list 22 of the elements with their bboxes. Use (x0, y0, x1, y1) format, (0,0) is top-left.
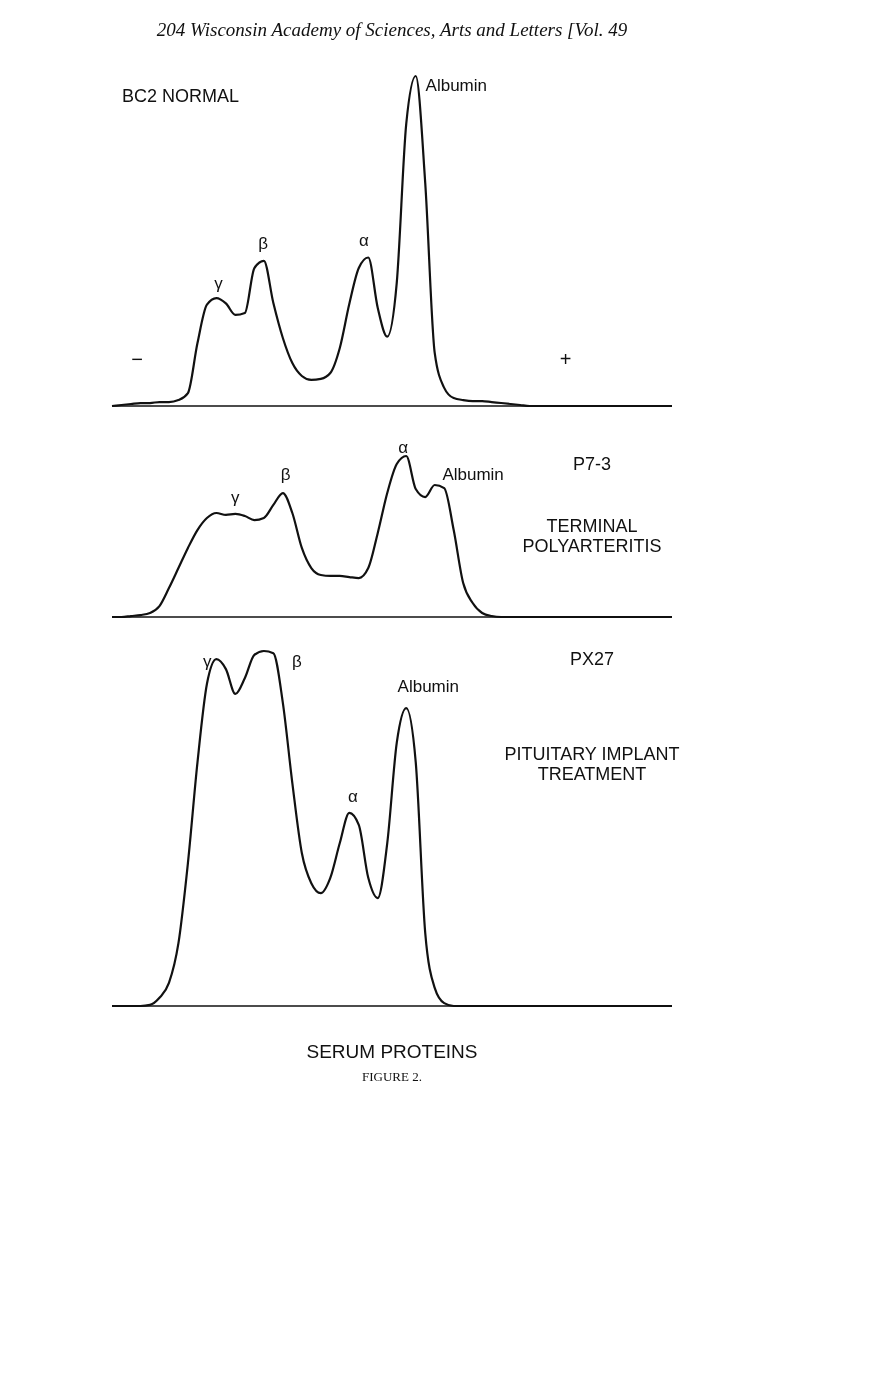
annotation: + (559, 347, 572, 370)
chart-title: P7-3 (572, 454, 612, 474)
text: PITUITARY IMPLANT TREATMENT (504, 744, 680, 784)
annotation: α (347, 786, 358, 806)
annotation: α (359, 231, 370, 250)
caption: FIGURE 2. (362, 1069, 422, 1084)
annotation: Albumin (425, 75, 488, 95)
text: TERMINAL POLYARTERITIS (522, 516, 662, 556)
text: 204 Wisconsin Academy of Sciences, Arts and Letters [Vol. 49 (156, 18, 628, 40)
annotation: − (131, 347, 144, 370)
text: BC2 NORMAL (122, 86, 240, 106)
annotation: α (398, 437, 409, 457)
annotation: β (258, 234, 269, 254)
chart-title: PX27 (569, 649, 615, 669)
annotation: β (291, 651, 302, 671)
annotation: β (280, 465, 291, 485)
annotation: γ (202, 651, 212, 671)
annotation: γ (230, 487, 240, 507)
text: SERUM PROTEINS (306, 1041, 478, 1063)
annotation: γ (214, 273, 224, 293)
annotation: Albumin (397, 676, 460, 696)
annotation: Albumin (442, 465, 504, 485)
